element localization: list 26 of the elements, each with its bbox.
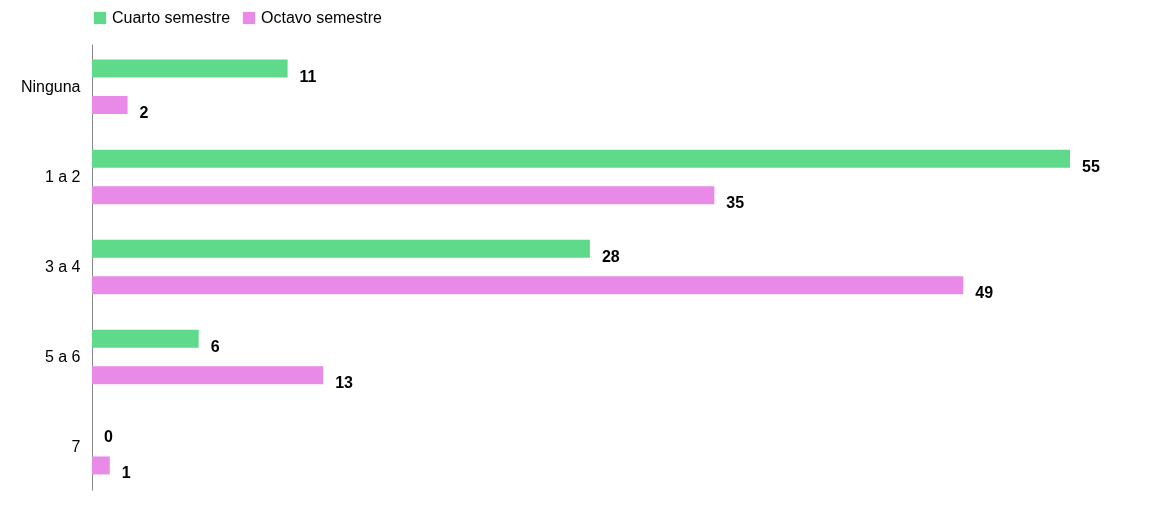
bar — [92, 456, 110, 475]
data-label: 49 — [975, 284, 994, 302]
bar — [92, 329, 199, 348]
bar — [92, 276, 964, 295]
y-tick-label: 7 — [71, 438, 81, 456]
bar — [92, 96, 128, 115]
bar — [92, 239, 590, 258]
data-label: 28 — [601, 247, 620, 265]
data-label: 0 — [104, 427, 113, 445]
data-label: 1 — [121, 464, 131, 482]
bar — [92, 366, 324, 385]
data-label: 2 — [139, 104, 149, 122]
data-label: 13 — [335, 374, 354, 392]
legend-label: Octavo semestre — [261, 9, 383, 26]
data-label: 11 — [299, 67, 317, 85]
bar — [92, 186, 715, 205]
y-tick-label: 3 a 4 — [44, 258, 81, 275]
bar — [92, 59, 288, 78]
data-label: 6 — [210, 337, 220, 355]
data-label: 55 — [1082, 157, 1100, 175]
y-tick-label: 1 a 2 — [44, 167, 81, 185]
y-tick-label: Ninguna — [20, 77, 81, 95]
legend-label: Cuarto semestre — [112, 9, 231, 26]
data-label: 35 — [726, 194, 745, 212]
bar — [92, 149, 1070, 168]
y-tick-label: 5 a 6 — [44, 348, 81, 366]
